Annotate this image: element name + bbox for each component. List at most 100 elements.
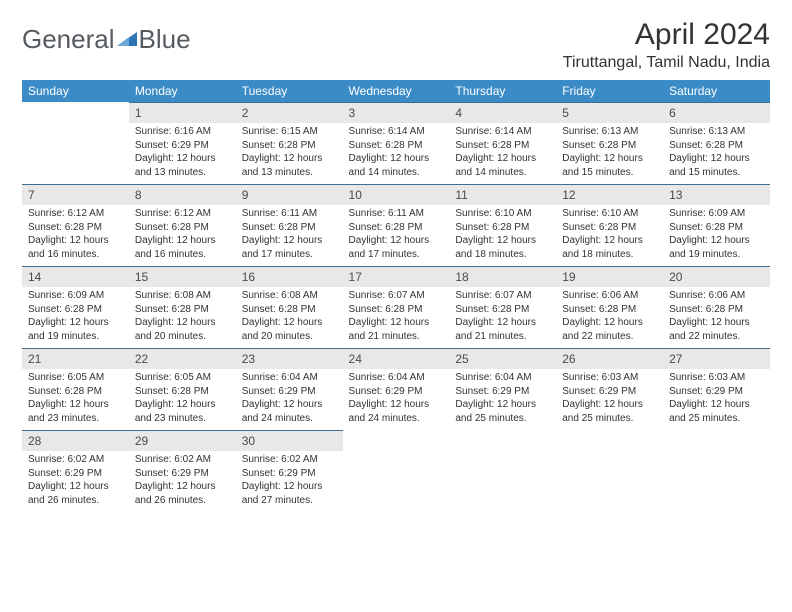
calendar-cell: 11Sunrise: 6:10 AMSunset: 6:28 PMDayligh… [449, 184, 556, 266]
sunset-line: Sunset: 6:28 PM [28, 303, 123, 317]
sunrise-line: Sunrise: 6:06 AM [562, 289, 657, 303]
day-number: 17 [343, 266, 450, 287]
day-number: 7 [22, 184, 129, 205]
calendar-cell [22, 102, 129, 184]
day-number: 5 [556, 102, 663, 123]
sunrise-line: Sunrise: 6:03 AM [562, 371, 657, 385]
calendar-cell: 6Sunrise: 6:13 AMSunset: 6:28 PMDaylight… [663, 102, 770, 184]
sunset-line: Sunset: 6:29 PM [349, 385, 444, 399]
sunset-line: Sunset: 6:29 PM [562, 385, 657, 399]
dayname-header: Thursday [449, 80, 556, 102]
day-number: 28 [22, 430, 129, 451]
daylight-line: Daylight: 12 hours and 24 minutes. [349, 398, 444, 425]
sunrise-line: Sunrise: 6:11 AM [349, 207, 444, 221]
day-details: Sunrise: 6:04 AMSunset: 6:29 PMDaylight:… [343, 369, 450, 429]
calendar-cell: 22Sunrise: 6:05 AMSunset: 6:28 PMDayligh… [129, 348, 236, 430]
day-number: 13 [663, 184, 770, 205]
day-details: Sunrise: 6:13 AMSunset: 6:28 PMDaylight:… [556, 123, 663, 183]
sunrise-line: Sunrise: 6:11 AM [242, 207, 337, 221]
day-number: 2 [236, 102, 343, 123]
day-number: 26 [556, 348, 663, 369]
day-number: 19 [556, 266, 663, 287]
day-number: 12 [556, 184, 663, 205]
daylight-line: Daylight: 12 hours and 27 minutes. [242, 480, 337, 507]
sunrise-line: Sunrise: 6:10 AM [562, 207, 657, 221]
day-number: 4 [449, 102, 556, 123]
day-details: Sunrise: 6:09 AMSunset: 6:28 PMDaylight:… [663, 205, 770, 265]
day-number: 3 [343, 102, 450, 123]
sunset-line: Sunset: 6:29 PM [135, 139, 230, 153]
day-details: Sunrise: 6:02 AMSunset: 6:29 PMDaylight:… [22, 451, 129, 511]
header: General Blue April 2024 Tiruttangal, Tam… [22, 18, 770, 72]
calendar-cell: 25Sunrise: 6:04 AMSunset: 6:29 PMDayligh… [449, 348, 556, 430]
calendar-cell: 30Sunrise: 6:02 AMSunset: 6:29 PMDayligh… [236, 430, 343, 512]
sunset-line: Sunset: 6:28 PM [349, 221, 444, 235]
day-details: Sunrise: 6:03 AMSunset: 6:29 PMDaylight:… [556, 369, 663, 429]
sunrise-line: Sunrise: 6:13 AM [562, 125, 657, 139]
sunrise-line: Sunrise: 6:02 AM [242, 453, 337, 467]
day-number: 25 [449, 348, 556, 369]
daylight-line: Daylight: 12 hours and 14 minutes. [349, 152, 444, 179]
sunrise-line: Sunrise: 6:16 AM [135, 125, 230, 139]
sunset-line: Sunset: 6:28 PM [28, 385, 123, 399]
sunset-line: Sunset: 6:28 PM [242, 139, 337, 153]
daylight-line: Daylight: 12 hours and 22 minutes. [562, 316, 657, 343]
calendar-cell: 16Sunrise: 6:08 AMSunset: 6:28 PMDayligh… [236, 266, 343, 348]
sunset-line: Sunset: 6:29 PM [242, 385, 337, 399]
sunset-line: Sunset: 6:29 PM [242, 467, 337, 481]
day-number: 24 [343, 348, 450, 369]
sunset-line: Sunset: 6:28 PM [562, 221, 657, 235]
dayname-header: Saturday [663, 80, 770, 102]
calendar-body: 1Sunrise: 6:16 AMSunset: 6:29 PMDaylight… [22, 102, 770, 512]
calendar-cell: 14Sunrise: 6:09 AMSunset: 6:28 PMDayligh… [22, 266, 129, 348]
sunset-line: Sunset: 6:28 PM [135, 385, 230, 399]
sunset-line: Sunset: 6:28 PM [242, 303, 337, 317]
calendar-cell: 4Sunrise: 6:14 AMSunset: 6:28 PMDaylight… [449, 102, 556, 184]
day-number: 8 [129, 184, 236, 205]
daylight-line: Daylight: 12 hours and 18 minutes. [455, 234, 550, 261]
sunrise-line: Sunrise: 6:08 AM [135, 289, 230, 303]
sunrise-line: Sunrise: 6:09 AM [669, 207, 764, 221]
daylight-line: Daylight: 12 hours and 21 minutes. [349, 316, 444, 343]
calendar-cell: 27Sunrise: 6:03 AMSunset: 6:29 PMDayligh… [663, 348, 770, 430]
logo-word2: Blue [139, 24, 191, 55]
calendar-cell: 12Sunrise: 6:10 AMSunset: 6:28 PMDayligh… [556, 184, 663, 266]
sunset-line: Sunset: 6:28 PM [669, 139, 764, 153]
day-number: 1 [129, 102, 236, 123]
day-number: 29 [129, 430, 236, 451]
calendar-cell: 8Sunrise: 6:12 AMSunset: 6:28 PMDaylight… [129, 184, 236, 266]
calendar-row: 21Sunrise: 6:05 AMSunset: 6:28 PMDayligh… [22, 348, 770, 430]
sunrise-line: Sunrise: 6:04 AM [242, 371, 337, 385]
calendar-cell: 26Sunrise: 6:03 AMSunset: 6:29 PMDayligh… [556, 348, 663, 430]
calendar-row: 1Sunrise: 6:16 AMSunset: 6:29 PMDaylight… [22, 102, 770, 184]
day-details: Sunrise: 6:10 AMSunset: 6:28 PMDaylight:… [556, 205, 663, 265]
daylight-line: Daylight: 12 hours and 16 minutes. [28, 234, 123, 261]
sunset-line: Sunset: 6:28 PM [562, 139, 657, 153]
calendar-row: 7Sunrise: 6:12 AMSunset: 6:28 PMDaylight… [22, 184, 770, 266]
daylight-line: Daylight: 12 hours and 24 minutes. [242, 398, 337, 425]
day-details: Sunrise: 6:07 AMSunset: 6:28 PMDaylight:… [449, 287, 556, 347]
day-details: Sunrise: 6:14 AMSunset: 6:28 PMDaylight:… [343, 123, 450, 183]
day-details: Sunrise: 6:10 AMSunset: 6:28 PMDaylight:… [449, 205, 556, 265]
day-number: 22 [129, 348, 236, 369]
day-details: Sunrise: 6:12 AMSunset: 6:28 PMDaylight:… [22, 205, 129, 265]
sunset-line: Sunset: 6:28 PM [242, 221, 337, 235]
month-title: April 2024 [563, 18, 770, 52]
logo-triangle-icon [117, 24, 139, 55]
sunset-line: Sunset: 6:28 PM [135, 221, 230, 235]
dayname-header: Sunday [22, 80, 129, 102]
sunset-line: Sunset: 6:28 PM [349, 303, 444, 317]
daylight-line: Daylight: 12 hours and 26 minutes. [28, 480, 123, 507]
day-details: Sunrise: 6:08 AMSunset: 6:28 PMDaylight:… [129, 287, 236, 347]
daylight-line: Daylight: 12 hours and 13 minutes. [242, 152, 337, 179]
sunrise-line: Sunrise: 6:14 AM [349, 125, 444, 139]
day-details: Sunrise: 6:11 AMSunset: 6:28 PMDaylight:… [343, 205, 450, 265]
calendar-cell: 29Sunrise: 6:02 AMSunset: 6:29 PMDayligh… [129, 430, 236, 512]
daylight-line: Daylight: 12 hours and 13 minutes. [135, 152, 230, 179]
day-number: 14 [22, 266, 129, 287]
daylight-line: Daylight: 12 hours and 17 minutes. [349, 234, 444, 261]
calendar-cell: 24Sunrise: 6:04 AMSunset: 6:29 PMDayligh… [343, 348, 450, 430]
calendar-cell [556, 430, 663, 512]
calendar-cell: 15Sunrise: 6:08 AMSunset: 6:28 PMDayligh… [129, 266, 236, 348]
sunrise-line: Sunrise: 6:12 AM [28, 207, 123, 221]
